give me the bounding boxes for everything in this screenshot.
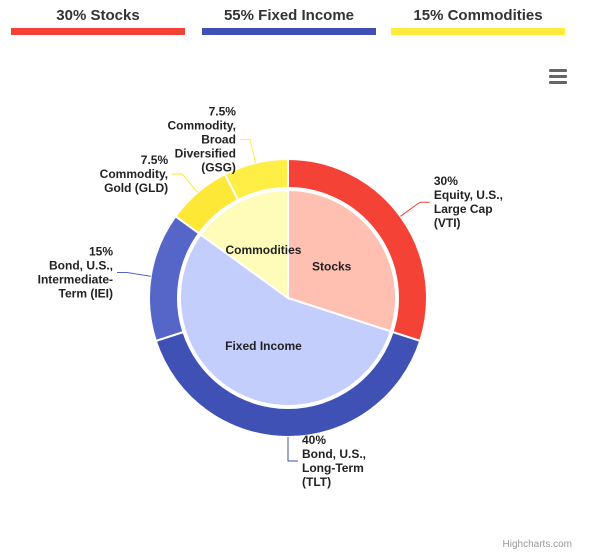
legend-label-commodities: 15% Commodities (413, 7, 543, 24)
pie-slice-fixed-income[interactable] (179, 233, 392, 407)
legend-label-stocks: 30% Stocks (56, 7, 140, 24)
hamburger-menu-icon[interactable] (545, 64, 571, 88)
pie-label-stocks: Stocks (312, 259, 352, 273)
legend-item-fixed-income[interactable]: 55% Fixed Income (202, 6, 376, 35)
data-label-4: 7.5% Commodity, Broad Diversified (GSG) (167, 105, 236, 175)
legend-item-commodities[interactable]: 15% Commodities (391, 6, 565, 35)
pie-slice-commodities[interactable] (199, 188, 289, 300)
connector-line-4 (239, 139, 257, 163)
data-label-2: 15% Bond, U.S., Intermediate-Term (IEI) (38, 245, 114, 301)
legend-bar-fixed-income (202, 28, 376, 35)
pie-slice-stocks[interactable] (287, 188, 397, 333)
data-label-0: 30% Equity, U.S., Large Cap (VTI) (434, 174, 503, 230)
credits-link[interactable]: Highcharts.com (502, 539, 572, 550)
data-label-3: 7.5% Commodity, Gold (GLD) (100, 153, 169, 195)
data-label-1: 40% Bond, U.S., Long-Term (TLT) (302, 433, 366, 489)
connector-line-3 (172, 173, 199, 193)
pie-label-commodities: Commodities (225, 243, 301, 257)
connector-line-2 (117, 272, 151, 277)
connector-line-0 (400, 201, 430, 217)
pie-label-fixed-income: Fixed Income (225, 339, 302, 353)
legend-item-stocks[interactable]: 30% Stocks (11, 6, 185, 35)
legend-bar-commodities (391, 28, 565, 35)
legend-label-fixed-income: 55% Fixed Income (223, 7, 355, 24)
ring-slice-4[interactable] (223, 157, 289, 202)
legend: 30% Stocks 55% Fixed Income 15% Commodit… (0, 0, 590, 40)
connector-line-1 (287, 437, 298, 462)
legend-bar-stocks (11, 28, 185, 35)
